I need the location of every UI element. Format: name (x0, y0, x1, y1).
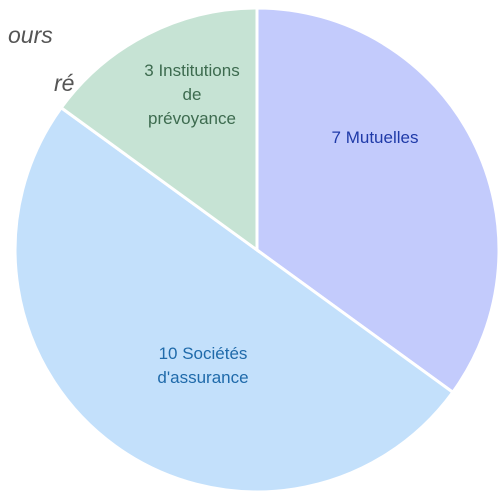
slice-label: 3 Institutions de prévoyance (144, 61, 240, 128)
slice-label: 10 Sociétés d'assurance (157, 344, 249, 387)
pie-slice (59, 6, 259, 253)
slice-label: 7 Mutuelles (331, 128, 419, 147)
pie-slice (13, 105, 455, 492)
annotation: ré (54, 70, 75, 96)
pie-slice (255, 6, 499, 395)
annotation: ours (8, 22, 53, 48)
